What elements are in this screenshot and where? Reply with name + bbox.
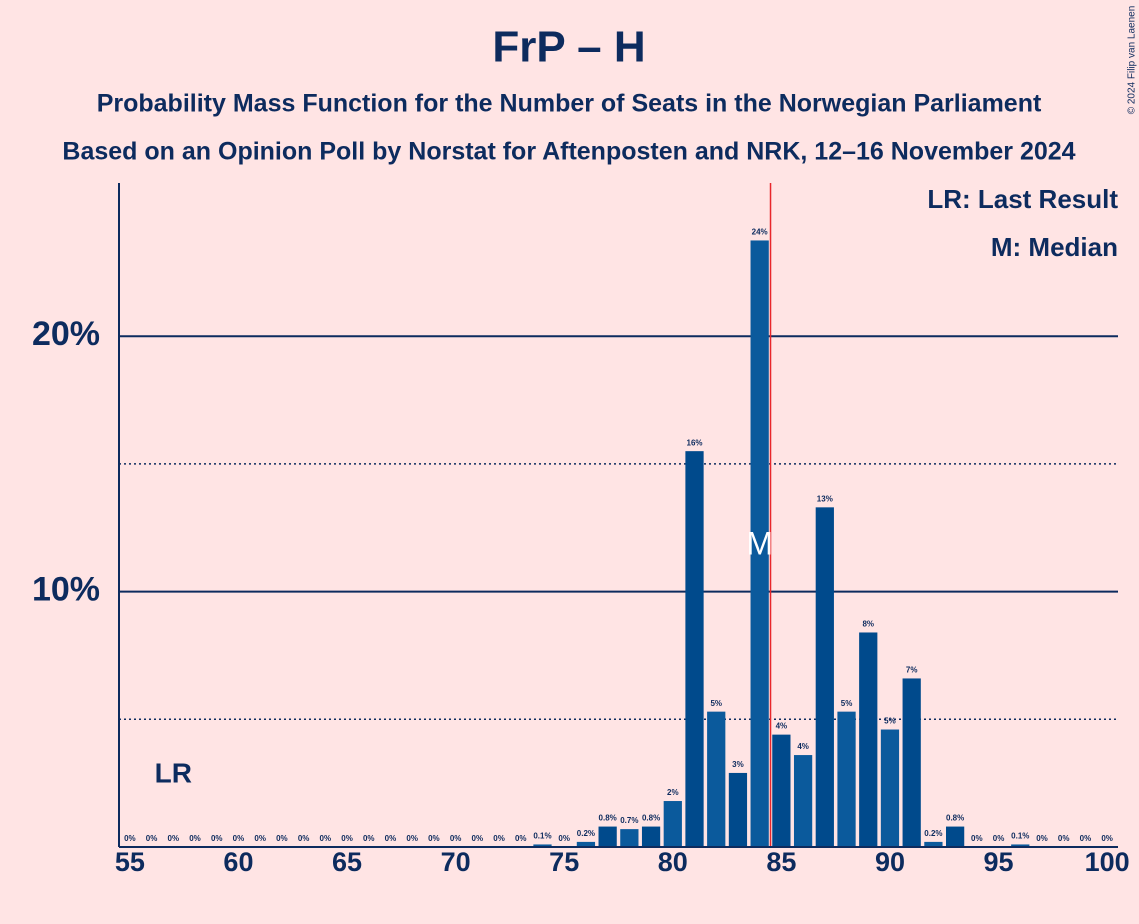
- value-label: 16%: [687, 438, 703, 447]
- bar: [641, 826, 661, 847]
- value-label: 0%: [363, 834, 375, 843]
- value-label: 0%: [254, 834, 266, 843]
- value-label: 0%: [472, 834, 484, 843]
- bar: [772, 734, 791, 847]
- value-label: 0%: [971, 834, 983, 843]
- value-label: 0%: [428, 834, 440, 843]
- value-label: 2%: [667, 788, 679, 797]
- x-tick-label: 70: [441, 847, 471, 877]
- value-label: 8%: [862, 620, 874, 629]
- y-tick-label: 10%: [32, 571, 100, 609]
- value-label: 5%: [710, 699, 722, 708]
- value-label: 0%: [1101, 834, 1113, 843]
- copyright: © 2024 Filip van Laenen: [1127, 6, 1138, 115]
- value-label: 4%: [776, 722, 788, 731]
- value-label: 0%: [1036, 834, 1048, 843]
- value-label: 5%: [841, 699, 853, 708]
- value-label: 0.7%: [620, 816, 638, 825]
- bar: [707, 711, 726, 847]
- value-label: 0%: [124, 834, 136, 843]
- value-label: 24%: [752, 228, 768, 237]
- bar: [880, 729, 900, 847]
- value-label: 0%: [1058, 834, 1070, 843]
- bar: [924, 841, 943, 847]
- value-label: 0.8%: [599, 814, 617, 823]
- value-label: 0%: [298, 834, 310, 843]
- value-label: 7%: [906, 666, 918, 675]
- x-tick-label: 80: [658, 847, 688, 877]
- median-marker: M: [746, 525, 773, 561]
- bar: [793, 755, 813, 847]
- bar: [902, 678, 921, 847]
- value-label: 0%: [146, 834, 158, 843]
- bar: [815, 507, 834, 847]
- x-tick-label: 85: [766, 847, 796, 877]
- bar: [859, 632, 878, 847]
- bar: [685, 451, 704, 847]
- value-label: 0%: [276, 834, 288, 843]
- bar: [837, 711, 856, 847]
- value-label: 13%: [817, 494, 833, 503]
- x-tick-label: 60: [223, 847, 253, 877]
- value-label: 0%: [993, 834, 1005, 843]
- bar: [945, 826, 965, 847]
- value-label: 0.8%: [642, 814, 660, 823]
- value-label: 0%: [493, 834, 505, 843]
- bar: [1011, 844, 1030, 847]
- legend-entry: LR: Last Result: [927, 184, 1118, 214]
- value-label: 0%: [558, 834, 570, 843]
- value-label: 0%: [211, 834, 223, 843]
- chart-subtitle: Based on an Opinion Poll by Norstat for …: [62, 138, 1075, 166]
- value-label: 0%: [406, 834, 418, 843]
- value-label: 0.2%: [924, 829, 942, 838]
- chart-title: FrP – H: [492, 23, 645, 72]
- value-label: 0%: [450, 834, 462, 843]
- x-tick-label: 65: [332, 847, 362, 877]
- value-label: 3%: [732, 760, 744, 769]
- y-tick-label: 20%: [32, 315, 100, 353]
- value-label: 0%: [168, 834, 180, 843]
- value-label: 0%: [1080, 834, 1092, 843]
- value-label: 0.1%: [1011, 832, 1029, 841]
- bar: [598, 826, 617, 847]
- value-label: 0%: [189, 834, 201, 843]
- bar: [576, 841, 596, 847]
- value-label: 0.8%: [946, 814, 964, 823]
- x-tick-label: 55: [115, 847, 145, 877]
- x-tick-label: 100: [1085, 847, 1130, 877]
- last-result-marker: LR: [155, 757, 192, 788]
- value-label: 0%: [385, 834, 397, 843]
- value-label: 0.1%: [533, 832, 551, 841]
- bar: [620, 829, 639, 847]
- x-tick-label: 75: [549, 847, 579, 877]
- value-label: 0.2%: [577, 829, 595, 838]
- bar: [663, 801, 682, 847]
- value-label: 0%: [515, 834, 527, 843]
- chart-subtitle: Probability Mass Function for the Number…: [97, 90, 1042, 118]
- value-label: 0%: [320, 834, 332, 843]
- value-label: 5%: [884, 717, 896, 726]
- x-tick-label: 90: [875, 847, 905, 877]
- value-label: 4%: [797, 742, 809, 751]
- x-tick-label: 95: [984, 847, 1014, 877]
- legend-entry: M: Median: [991, 232, 1118, 262]
- value-label: 0%: [341, 834, 353, 843]
- bar: [750, 240, 769, 847]
- bar: [728, 772, 748, 847]
- bar: [533, 844, 552, 847]
- value-label: 0%: [233, 834, 245, 843]
